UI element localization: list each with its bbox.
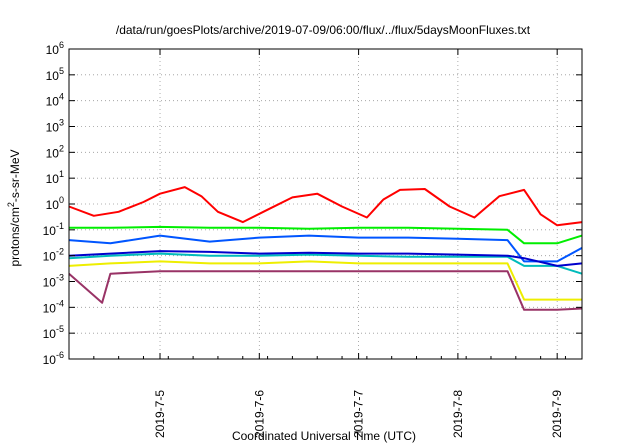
y-tick-label: 10-6 xyxy=(43,350,64,367)
series-line-5 xyxy=(68,260,582,301)
chart-title: /data/run/goesPlots/archive/2019-07-09/0… xyxy=(116,23,531,37)
series-line-2 xyxy=(68,234,583,263)
series-line-4 xyxy=(68,250,583,267)
x-tick-label: 2019-7-9 xyxy=(550,390,564,438)
y-tick-label: 101 xyxy=(46,169,64,186)
y-tick-label: 10-2 xyxy=(43,247,64,264)
y-tick-label: 106 xyxy=(46,40,64,57)
y-tick-label: 102 xyxy=(46,143,64,160)
x-tick-label: 2019-7-5 xyxy=(153,390,167,438)
series-line-3 xyxy=(68,252,583,275)
x-tick-label: 2019-7-6 xyxy=(252,390,266,438)
x-tick-label: 2019-7-7 xyxy=(352,390,366,438)
grid-lines xyxy=(69,49,582,359)
series-line-6 xyxy=(68,270,583,311)
x-ticks: 2019-7-5 2019-7-6 2019-7-7 2019-7-8 2019-7-9 xyxy=(68,49,566,438)
y-tick-label: 105 xyxy=(46,66,64,83)
y-tick-label: 104 xyxy=(46,92,64,109)
series-layer xyxy=(68,186,583,311)
y-tick-label: 10-5 xyxy=(43,324,64,341)
y-ticks: 10-6 10-5 10-4 10-3 10-2 10-1 100 101 102 103 104 1… xyxy=(43,40,582,367)
y-tick-label: 100 xyxy=(46,195,64,212)
series-line-0 xyxy=(68,186,583,227)
x-axis-label: Coordinated Universal Time (UTC) xyxy=(232,429,416,443)
y-tick-label: 10-4 xyxy=(43,298,64,315)
y-axis-label: protons/cm2-s-sr-MeV xyxy=(6,149,22,266)
series-line-1 xyxy=(69,225,583,245)
y-tick-label: 10-1 xyxy=(43,221,64,238)
x-tick-label: 2019-7-8 xyxy=(451,390,465,438)
y-tick-label: 103 xyxy=(46,118,64,135)
y-tick-label: 10-3 xyxy=(43,273,64,290)
